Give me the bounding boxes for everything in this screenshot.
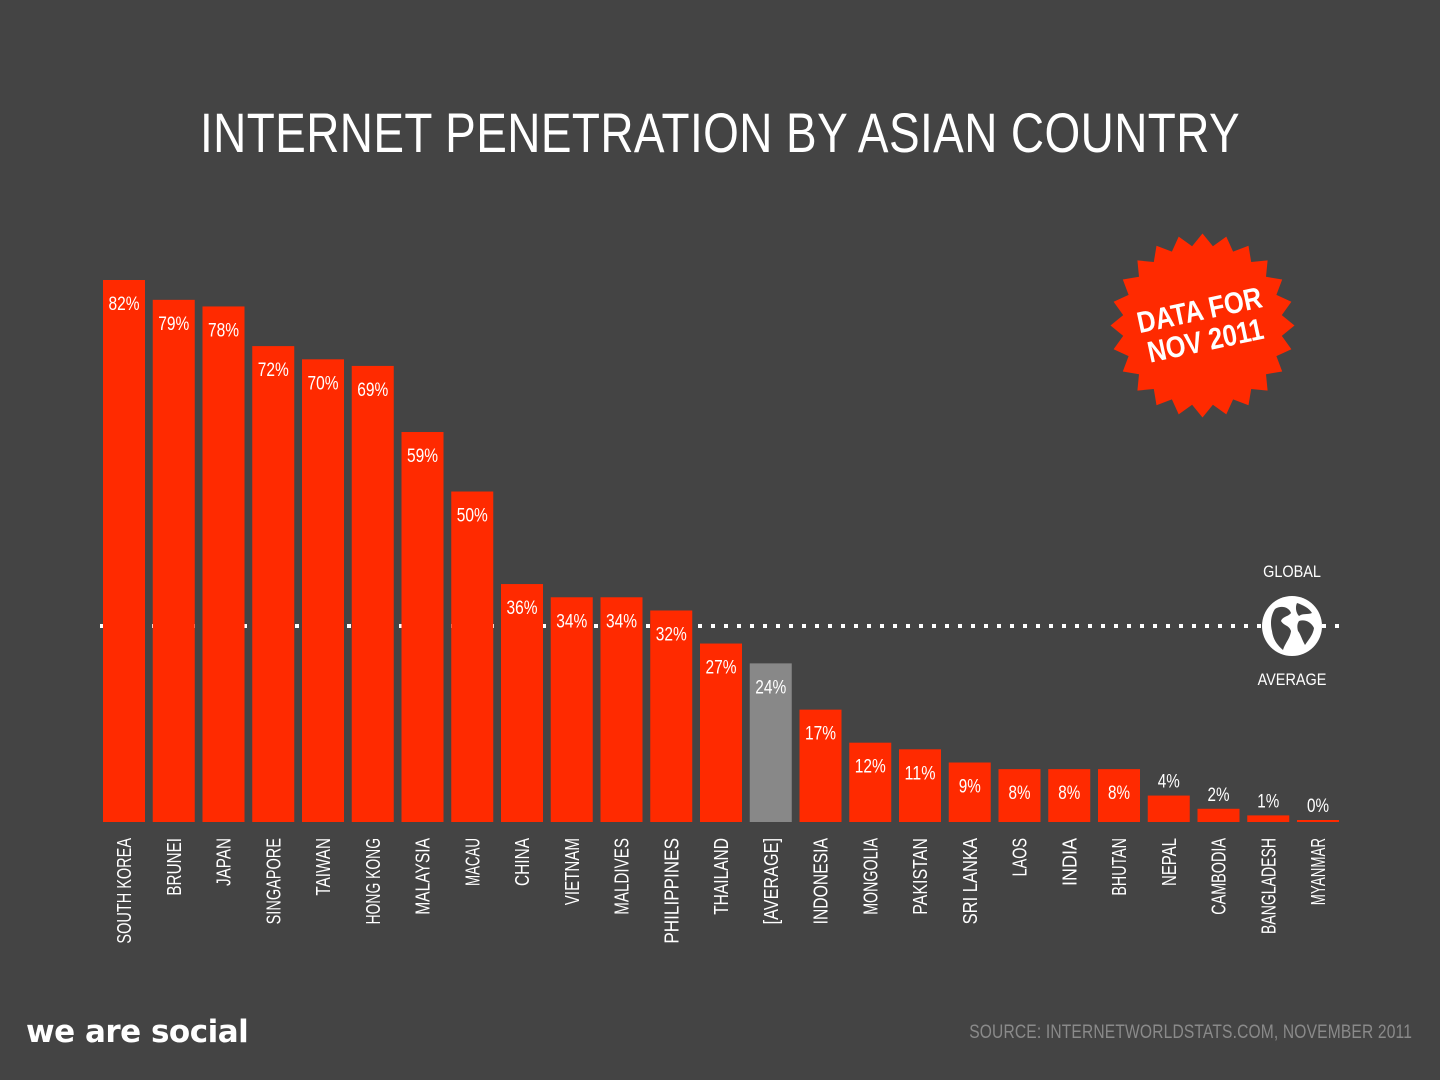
category-label: INDIA [1059,837,1081,886]
bar [252,346,295,822]
bar [1147,795,1190,822]
category-label: LAOS [1010,838,1032,876]
chart-title: INTERNET PENETRATION BY ASIAN COUNTRY [199,101,1241,164]
bar [1197,808,1240,822]
category-label: PHILIPPINES [661,838,683,944]
bar [1048,769,1091,822]
data-label: 72% [258,360,289,381]
data-label: 82% [109,294,140,315]
data-label: 32% [656,624,687,645]
bar [202,306,245,822]
category-label: SOUTH KOREA [114,838,136,944]
data-label: 50% [457,506,488,527]
data-label: 8% [1108,783,1130,804]
bar [700,643,742,822]
data-label: 2% [1208,785,1230,806]
data-label: 34% [556,611,587,632]
reference-label-bottom: AVERAGE [1257,670,1327,689]
category-label: BANGLADESH [1258,838,1280,934]
category-label: SRI LANKA [960,837,982,924]
category-label: HONG KONG [363,838,385,924]
bar [1247,815,1290,822]
data-label: 8% [1009,783,1031,804]
category-label: BHUTAN [1109,838,1131,896]
badge-text: DATA FOR NOV 2011 [1093,216,1312,435]
data-label: 9% [959,777,981,798]
data-label: 70% [308,373,339,394]
category-label: MONGOLIA [860,838,882,915]
category-label: SINGAPORE [263,838,285,924]
category-label: PAKISTAN [910,838,932,915]
bar [998,769,1041,822]
category-label: JAPAN [214,838,236,886]
data-label: 79% [158,314,189,335]
bar [1098,769,1140,822]
category-label: CAMBODIA [1209,838,1231,915]
data-label: 69% [357,380,388,401]
source-note: SOURCE: INTERNETWORLDSTATS.COM, NOVEMBER… [969,1022,1412,1043]
data-label: 27% [706,658,737,679]
brand-logo: we are social [26,1014,249,1050]
category-label: [AVERAGE] [761,838,783,924]
bar [351,365,394,822]
category-label: MYANMAR [1308,838,1330,905]
category-label: MALDIVES [612,838,634,915]
bar [600,597,643,822]
category-label: THAILAND [711,838,733,915]
bar [152,299,195,823]
data-label: 34% [606,611,637,632]
bar [948,762,991,822]
category-label: BRUNEI [164,838,186,896]
category-label: TAIWAN [313,838,335,896]
data-label: 36% [507,598,538,619]
category-label: CHINA [512,837,534,886]
data-label: 59% [407,446,438,467]
category-label: INDONESIA [811,837,833,924]
data-label: 24% [755,677,786,698]
category-label: NEPAL [1159,838,1181,886]
data-label: 8% [1058,783,1080,804]
bar [451,491,494,822]
bar [749,663,792,822]
data-label: 11% [905,763,936,784]
bar [103,280,145,822]
bar [899,749,941,822]
data-label: 12% [855,757,886,778]
data-label: 4% [1158,772,1180,793]
globe-icon [1261,595,1323,657]
bar [1297,820,1339,822]
bar [650,610,693,822]
bar [799,709,842,822]
bar [501,584,543,822]
category-label: VIETNAM [562,838,584,905]
bar [401,432,444,822]
bar [550,597,593,822]
bar-chart: 82% SOUTH KOREA 79% BRUNEI 78% JAPAN 72% SINGAP… [100,280,1340,944]
data-label: 17% [805,724,836,745]
data-label: 1% [1257,791,1279,812]
bar [849,742,892,822]
reference-label-top: GLOBAL [1263,562,1321,581]
data-label: 78% [208,320,239,341]
starburst-shape [1110,233,1295,418]
category-label: MACAU [462,838,484,886]
bar [302,359,344,822]
date-badge: DATA FOR NOV 2011 [1110,233,1295,418]
data-label: 0% [1307,796,1329,817]
category-label: MALAYSIA [413,837,435,914]
